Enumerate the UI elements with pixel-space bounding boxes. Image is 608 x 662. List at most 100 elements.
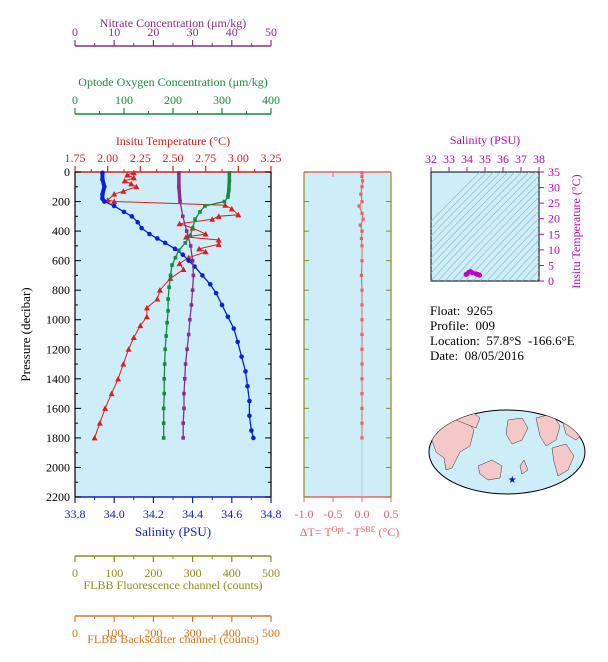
- ts-point: [468, 269, 474, 275]
- oxygen-point: [162, 377, 166, 381]
- temperature-point: [176, 220, 183, 227]
- ts-x-axis-title: Salinity (PSU): [450, 133, 520, 147]
- map-landmass: [477, 459, 503, 481]
- delta-t-point: [358, 223, 362, 227]
- temperature-point: [108, 390, 115, 397]
- salinity-point: [200, 273, 205, 278]
- delta-t-tick-label: -1.0: [295, 507, 314, 521]
- temperature-point: [183, 234, 190, 240]
- fluorescence-tick-label: 500: [262, 566, 280, 580]
- nitrate-tick-label: 10: [108, 25, 120, 39]
- pressure-tick-label: 400: [52, 224, 70, 238]
- delta-t-point: [360, 185, 364, 189]
- oxygen-point: [161, 436, 166, 440]
- salinity-point: [219, 302, 225, 308]
- nitrate-tick-label: 0: [72, 25, 78, 39]
- ts-density-contour: [437, 175, 539, 281]
- ts-density-contour: [479, 217, 539, 281]
- temperature-point: [202, 231, 209, 237]
- temperature-point: [196, 245, 203, 252]
- salinity-point: [135, 219, 141, 225]
- map-float-marker: ★: [508, 475, 517, 486]
- ts-x-tick-label: 36: [497, 152, 509, 166]
- temperature-point: [215, 213, 222, 219]
- oxygen-point: [161, 421, 166, 425]
- nitrate-tick-label: 30: [187, 25, 199, 39]
- nitrate-axis-title: Nitrate Concentration (μm/kg): [100, 16, 246, 30]
- temperature-point: [215, 236, 222, 243]
- pressure-tick-label: 1600: [46, 401, 70, 415]
- oxygen-point: [203, 204, 207, 208]
- temperature-point: [115, 375, 122, 382]
- ts-y-tick-label: 15: [548, 227, 560, 241]
- salinity-point: [245, 383, 250, 389]
- nitrate-tick-label: 50: [265, 25, 277, 39]
- ts-y-axis-title: Insitu Temperature (°C): [569, 174, 583, 288]
- temperature-point: [202, 248, 209, 255]
- profile-date: Date: 08/05/2016: [430, 348, 524, 363]
- backscatter-axis-title: FLBB Backscatter channel (counts): [87, 632, 259, 646]
- salinity-tick-label: 34.0: [104, 507, 125, 521]
- nitrate-point: [185, 347, 189, 352]
- temperature-tick-label: 1.75: [65, 151, 86, 165]
- ts-density-contour: [451, 189, 539, 281]
- nitrate-point: [181, 421, 185, 425]
- delta-t-point: [360, 421, 364, 425]
- delta-t-point: [357, 204, 361, 208]
- salinity-point: [180, 252, 186, 258]
- nitrate-point: [181, 436, 185, 440]
- temperature-point: [111, 191, 118, 197]
- oxygen-point: [198, 210, 202, 214]
- oxygen-tick-label: 0: [72, 93, 78, 107]
- ts-density-contour: [472, 210, 539, 281]
- nitrate-point: [182, 377, 187, 381]
- nitrate-point: [181, 214, 185, 219]
- ts-x-tick-label: 35: [479, 152, 491, 166]
- salinity-tick-label: 34.6: [221, 507, 242, 521]
- temperature-point: [133, 183, 140, 190]
- temperature-point: [154, 296, 161, 302]
- oxygen-point: [166, 309, 170, 313]
- backscatter-tick-label: 400: [223, 626, 241, 640]
- ts-point: [463, 271, 469, 277]
- temperature-point: [209, 216, 216, 222]
- nitrate-tick-label: 40: [226, 25, 238, 39]
- fluorescence-tick-label: 200: [144, 566, 162, 580]
- delta-t-point: [360, 288, 364, 292]
- salinity-point: [155, 236, 160, 241]
- oxygen-point: [170, 263, 174, 267]
- oxygen-point: [222, 199, 227, 204]
- temperature-point: [235, 211, 242, 218]
- pressure-tick-label: 200: [52, 195, 70, 209]
- temperature-point: [143, 313, 150, 320]
- temperature-axis-title: Insitu Temperature (°C): [116, 134, 230, 148]
- salinity-point: [247, 398, 252, 404]
- temperature-point: [128, 180, 135, 187]
- salinity-point: [111, 203, 117, 209]
- nitrate-point: [191, 273, 196, 278]
- temperature-point: [120, 188, 127, 194]
- delta-t-point: [360, 179, 365, 183]
- salinity-point: [172, 246, 178, 252]
- pressure-tick-label: 600: [52, 254, 70, 268]
- ts-density-contour: [514, 254, 539, 281]
- salinity-surface-line: [100, 172, 107, 203]
- salinity-point: [207, 281, 213, 287]
- delta-t-point: [360, 303, 364, 307]
- salinity-point: [235, 339, 240, 345]
- pressure-tick-label: 1200: [46, 342, 70, 356]
- salinity-axis-title: Salinity (PSU): [135, 524, 211, 539]
- ts-density-contour: [521, 261, 539, 281]
- ts-density-contour: [431, 172, 537, 281]
- oxygen-surface-line: [226, 172, 232, 198]
- oxygen-point: [177, 248, 181, 253]
- backscatter-tick-label: 100: [105, 626, 123, 640]
- nitrate-point: [188, 317, 192, 322]
- salinity-point: [121, 209, 127, 215]
- ts-density-contour: [465, 203, 539, 281]
- temperature-point: [91, 434, 98, 441]
- ts-density-contour: [431, 172, 523, 266]
- pressure-tick-label: 1400: [46, 372, 70, 386]
- ts-x-tick-label: 38: [533, 152, 545, 166]
- pressure-tick-label: 2000: [46, 460, 70, 474]
